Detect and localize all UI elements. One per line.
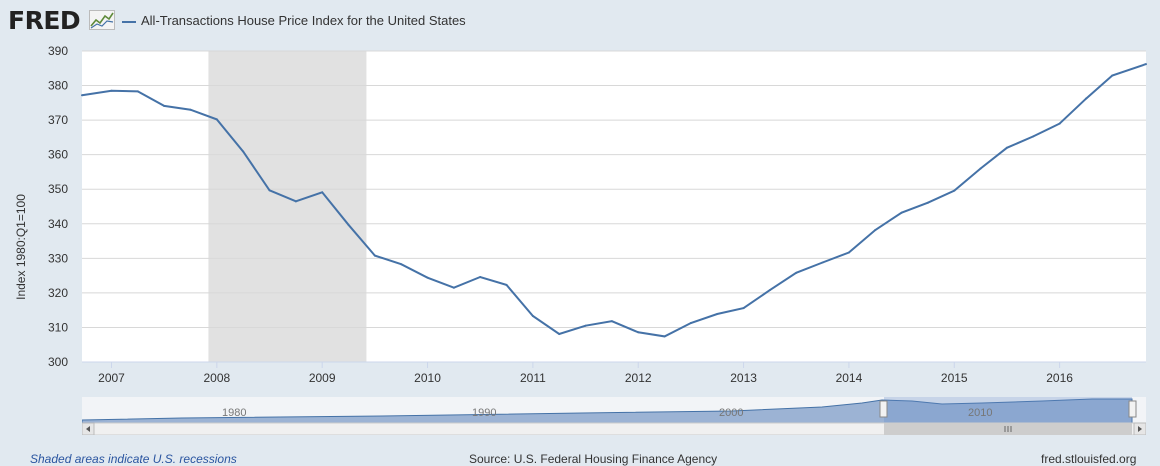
navigator-label: 2000 (719, 407, 743, 419)
x-tick-label: 2014 (836, 371, 863, 385)
data-point[interactable] (81, 94, 83, 97)
data-point[interactable] (1111, 74, 1114, 77)
chevron-left-icon (86, 426, 90, 432)
data-point[interactable] (847, 251, 850, 254)
y-tick-label: 380 (48, 79, 68, 93)
x-tick-label: 2007 (98, 371, 125, 385)
y-axis-ticks: 300 310 320 330 340 350 360 370 380 390 (48, 44, 68, 369)
data-point[interactable] (558, 333, 561, 336)
data-point[interactable] (926, 201, 929, 204)
navigator-right-handle[interactable] (1128, 400, 1137, 418)
chart-header: FRED All-Transactions House Price Index … (0, 0, 1160, 40)
scrollbar-track[interactable] (82, 422, 1146, 435)
x-tick-label: 2010 (414, 371, 441, 385)
y-tick-label: 350 (48, 182, 68, 196)
data-point[interactable] (163, 104, 166, 107)
data-point[interactable] (768, 289, 771, 292)
data-point[interactable] (347, 223, 350, 226)
data-point[interactable] (900, 211, 903, 214)
range-navigator[interactable]: 1980 1990 2000 2010 (82, 397, 1146, 435)
data-point[interactable] (663, 335, 666, 338)
data-point[interactable] (1032, 135, 1035, 138)
x-tick-label: 2009 (309, 371, 336, 385)
y-tick-label: 340 (48, 217, 68, 231)
data-point[interactable] (373, 254, 376, 257)
data-point[interactable] (505, 283, 508, 286)
data-point[interactable] (584, 324, 587, 327)
x-tick-label: 2012 (625, 371, 652, 385)
y-tick-label: 360 (48, 148, 68, 162)
y-tick-label: 330 (48, 251, 68, 265)
navigator-label: 1980 (222, 407, 246, 419)
data-point[interactable] (531, 315, 534, 318)
recession-note[interactable]: Shaded areas indicate U.S. recessions (30, 452, 237, 466)
data-point[interactable] (479, 275, 482, 278)
y-tick-label: 300 (48, 355, 68, 369)
data-point[interactable] (953, 189, 956, 192)
recession-band (208, 51, 367, 362)
data-point[interactable] (1145, 63, 1147, 66)
x-tick-label: 2011 (520, 371, 546, 385)
legend-line-swatch (122, 20, 136, 23)
legend-label: All-Transactions House Price Index for t… (141, 13, 466, 28)
fred-logo-chart-icon (89, 10, 115, 30)
data-point[interactable] (268, 189, 271, 192)
data-point[interactable] (1058, 122, 1061, 125)
data-point[interactable] (795, 271, 798, 274)
data-point[interactable] (321, 191, 324, 194)
navigator-label: 1990 (472, 407, 496, 419)
data-point[interactable] (452, 286, 455, 289)
data-point[interactable] (426, 276, 429, 279)
data-point[interactable] (979, 167, 982, 170)
fred-logo[interactable]: FRED (8, 6, 81, 35)
source-text: Source: U.S. Federal Housing Finance Age… (469, 452, 718, 466)
data-point[interactable] (1084, 97, 1087, 100)
recession-shading (208, 51, 367, 362)
data-point[interactable] (110, 89, 113, 92)
y-tick-label: 390 (48, 44, 68, 58)
navigator-label: 2010 (968, 407, 992, 419)
data-points (81, 63, 1147, 338)
data-point[interactable] (1005, 146, 1008, 149)
x-tick-label: 2015 (941, 371, 968, 385)
data-point[interactable] (874, 228, 877, 231)
legend-item[interactable]: All-Transactions House Price Index for t… (122, 13, 466, 28)
data-point[interactable] (215, 118, 218, 121)
data-point[interactable] (689, 321, 692, 324)
x-tick-label: 2008 (203, 371, 230, 385)
data-point[interactable] (136, 90, 139, 93)
x-tick-label: 2013 (730, 371, 757, 385)
data-point[interactable] (742, 307, 745, 310)
navigator-selection[interactable] (884, 397, 1132, 423)
scrollbar-grip-icon (1004, 426, 1012, 432)
data-point[interactable] (189, 108, 192, 111)
y-tick-label: 310 (48, 320, 68, 334)
data-point[interactable] (821, 261, 824, 264)
data-point[interactable] (294, 200, 297, 203)
chevron-right-icon (1138, 426, 1142, 432)
gridlines (82, 50, 1146, 363)
y-tick-label: 320 (48, 286, 68, 300)
x-tick-label: 2016 (1046, 371, 1073, 385)
data-point[interactable] (637, 331, 640, 334)
data-point[interactable] (242, 150, 245, 153)
data-point[interactable] (610, 320, 613, 323)
data-point[interactable] (400, 263, 403, 266)
navigator-left-handle[interactable] (879, 400, 888, 418)
y-tick-label: 370 (48, 113, 68, 127)
y-axis-label: Index 1980:Q1=100 (14, 194, 28, 300)
x-axis-ticks: 2007 2008 2009 2010 2011 2012 2013 2014 2015 2016 (82, 361, 1146, 385)
site-url[interactable]: fred.stlouisfed.org (1041, 452, 1137, 466)
data-point[interactable] (716, 312, 719, 315)
